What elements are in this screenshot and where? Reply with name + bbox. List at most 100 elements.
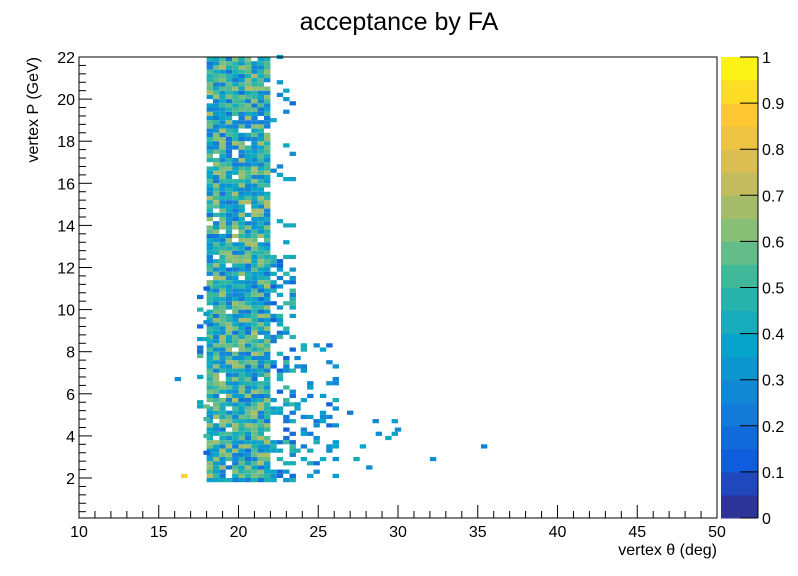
heatmap-cell xyxy=(219,200,226,205)
heatmap-cell xyxy=(332,406,339,411)
heatmap-cell xyxy=(219,136,226,142)
heatmap-cell xyxy=(251,216,258,222)
heatmap-cell xyxy=(289,444,296,449)
heatmap-cell xyxy=(264,444,271,449)
heatmap-cell xyxy=(332,376,339,382)
heatmap-cell xyxy=(276,318,284,323)
heatmap-cell xyxy=(232,187,239,192)
heatmap-cell xyxy=(251,187,258,192)
heatmap-cell xyxy=(251,313,258,319)
heatmap-cell xyxy=(219,419,226,424)
heatmap-cell xyxy=(238,326,245,331)
heatmap-cell xyxy=(257,431,265,436)
heatmap-cell xyxy=(206,423,213,428)
heatmap-cell xyxy=(251,381,258,386)
heatmap-cell xyxy=(206,90,213,95)
heatmap-cell xyxy=(300,444,308,449)
color-scale-step xyxy=(721,310,758,335)
heatmap-cell xyxy=(238,90,245,95)
heatmap-cell xyxy=(264,330,271,335)
heatmap-cell xyxy=(244,305,252,310)
heatmap-cell xyxy=(289,347,296,352)
heatmap-cell xyxy=(219,153,226,159)
heatmap-cell xyxy=(212,423,220,428)
heatmap-cell xyxy=(212,393,220,399)
heatmap-cell xyxy=(225,242,233,247)
heatmap-cell xyxy=(257,136,265,142)
heatmap-cell xyxy=(212,351,220,356)
heatmap-cell xyxy=(257,263,265,268)
heatmap-cell xyxy=(244,465,252,470)
heatmap-cell xyxy=(238,191,245,196)
heatmap-cell xyxy=(232,141,239,146)
heatmap-cell xyxy=(232,195,239,201)
heatmap-cell xyxy=(181,473,188,478)
heatmap-cell xyxy=(244,364,252,369)
heatmap-cell xyxy=(429,456,437,462)
heatmap-cell xyxy=(212,263,220,268)
heatmap-cell xyxy=(313,419,320,424)
color-scale-step xyxy=(721,195,758,219)
heatmap-cell xyxy=(251,94,258,100)
heatmap-cell xyxy=(197,324,204,329)
heatmap-cell xyxy=(212,73,220,79)
heatmap-cell xyxy=(300,431,308,436)
heatmap-cell xyxy=(206,301,213,306)
heatmap-cell xyxy=(313,461,320,466)
heatmap-cell xyxy=(257,347,265,352)
heatmap-cell xyxy=(244,419,252,424)
z-tick-label: 0 xyxy=(762,511,771,528)
heatmap-cell xyxy=(244,111,252,116)
heatmap-cell xyxy=(219,414,226,420)
heatmap-cell xyxy=(251,246,258,251)
heatmap-cell xyxy=(206,318,213,323)
heatmap-cell xyxy=(212,414,220,420)
heatmap-cell xyxy=(264,111,271,116)
heatmap-cell xyxy=(326,448,333,453)
heatmap-cell xyxy=(238,389,245,394)
heatmap-cell xyxy=(251,296,258,302)
heatmap-cell xyxy=(257,174,265,180)
heatmap-cell xyxy=(257,141,265,146)
heatmap-cell xyxy=(244,271,252,276)
heatmap-cell xyxy=(225,465,233,470)
heatmap-cell xyxy=(251,115,258,121)
heatmap-cell xyxy=(238,398,245,403)
heatmap-cell xyxy=(251,61,258,66)
heatmap-cell xyxy=(289,461,296,466)
heatmap-cell xyxy=(225,90,233,95)
heatmap-cell xyxy=(264,402,271,407)
heatmap-cell xyxy=(257,250,265,255)
heatmap-cell xyxy=(289,410,296,415)
heatmap-cell xyxy=(232,385,239,390)
z-tick-label: 0.9 xyxy=(762,96,784,113)
heatmap-cell xyxy=(232,212,239,217)
heatmap-cell xyxy=(225,229,233,234)
heatmap-cell xyxy=(276,410,284,415)
heatmap-cell xyxy=(264,238,271,243)
heatmap-cell xyxy=(276,292,284,297)
z-tick-label: 0.7 xyxy=(762,188,784,205)
heatmap-cell xyxy=(319,414,327,420)
heatmap-cell xyxy=(232,111,239,116)
heatmap-cell xyxy=(219,322,226,327)
heatmap-cell xyxy=(232,90,239,95)
heatmap-cell xyxy=(264,259,271,264)
heatmap-cell xyxy=(232,444,239,449)
heatmap-cell xyxy=(257,259,265,264)
color-scale-step xyxy=(721,448,758,473)
heatmap-cell xyxy=(276,389,284,394)
heatmap-cell xyxy=(238,456,245,462)
heatmap-cell xyxy=(206,94,213,100)
heatmap-cell xyxy=(206,267,213,272)
heatmap-cell xyxy=(206,246,213,251)
heatmap-cell xyxy=(264,170,271,175)
heatmap-cell xyxy=(206,153,213,159)
heatmap-cell xyxy=(257,414,265,420)
heatmap-cell xyxy=(264,242,271,247)
heatmap-cell xyxy=(251,347,258,352)
heatmap-cell xyxy=(212,57,220,62)
heatmap-cell xyxy=(251,473,258,478)
heatmap-cell xyxy=(232,69,239,74)
heatmap-cell xyxy=(219,149,226,154)
